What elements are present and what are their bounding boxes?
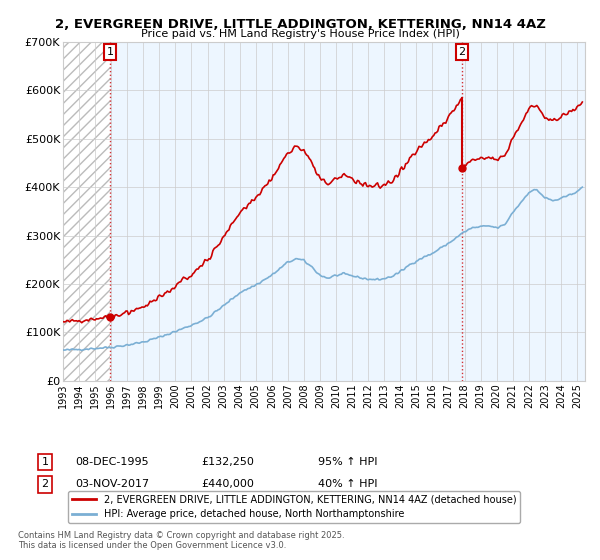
Text: 03-NOV-2017: 03-NOV-2017: [75, 479, 149, 489]
Text: £132,250: £132,250: [201, 457, 254, 467]
Text: Price paid vs. HM Land Registry's House Price Index (HPI): Price paid vs. HM Land Registry's House …: [140, 29, 460, 39]
Text: 40% ↑ HPI: 40% ↑ HPI: [318, 479, 377, 489]
Text: 95% ↑ HPI: 95% ↑ HPI: [318, 457, 377, 467]
Text: 08-DEC-1995: 08-DEC-1995: [75, 457, 149, 467]
Text: 2, EVERGREEN DRIVE, LITTLE ADDINGTON, KETTERING, NN14 4AZ: 2, EVERGREEN DRIVE, LITTLE ADDINGTON, KE…: [55, 18, 545, 31]
Text: 1: 1: [106, 47, 113, 57]
Text: 2: 2: [458, 47, 466, 57]
Text: Contains HM Land Registry data © Crown copyright and database right 2025.
This d: Contains HM Land Registry data © Crown c…: [18, 530, 344, 550]
Text: 2: 2: [41, 479, 49, 489]
Text: 1: 1: [41, 457, 49, 467]
Legend: 2, EVERGREEN DRIVE, LITTLE ADDINGTON, KETTERING, NN14 4AZ (detached house), HPI:: 2, EVERGREEN DRIVE, LITTLE ADDINGTON, KE…: [68, 491, 520, 524]
Text: £440,000: £440,000: [201, 479, 254, 489]
